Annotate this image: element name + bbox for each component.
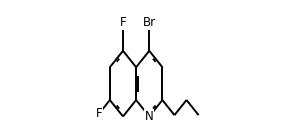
- Text: F: F: [95, 108, 102, 120]
- Text: F: F: [120, 16, 126, 29]
- Text: N: N: [145, 110, 154, 123]
- Text: Br: Br: [143, 16, 156, 29]
